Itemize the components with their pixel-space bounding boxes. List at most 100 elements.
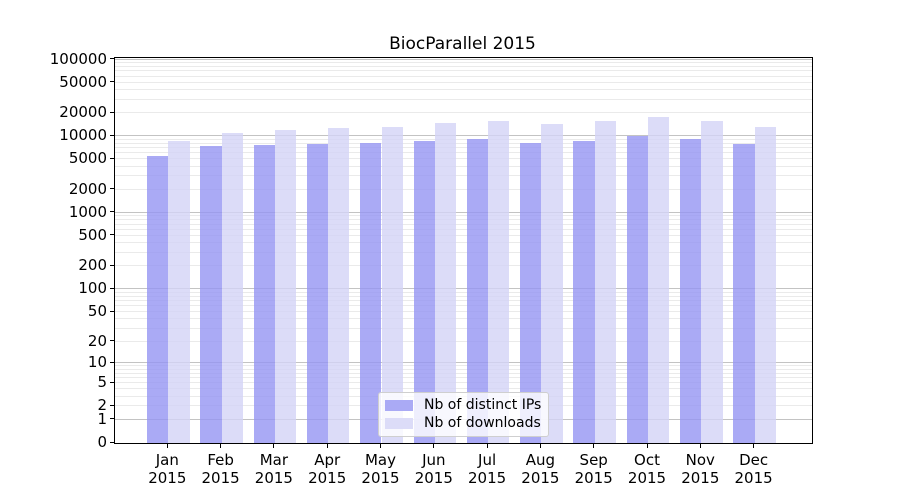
x-tick-mark (539, 443, 541, 448)
gridline (115, 365, 812, 367)
x-tick-label: Dec 2015 (719, 451, 789, 487)
legend-swatch-distinct-ips (385, 400, 413, 411)
x-tick-label: Aug 2015 (505, 451, 575, 487)
bar-nb-of-distinct-ips-mar (253, 145, 275, 443)
bar-nb-of-distinct-ips-dec (733, 144, 755, 443)
y-tick-mark (110, 381, 114, 383)
gridline (115, 311, 812, 312)
x-tick-year: 2015 (734, 469, 773, 487)
x-tick-year: 2015 (148, 469, 187, 487)
gridline (115, 165, 812, 167)
gridline (115, 377, 812, 379)
x-tick-mark (433, 443, 435, 448)
gridline (115, 251, 812, 253)
x-tick-label: Apr 2015 (292, 451, 362, 487)
x-tick-year: 2015 (201, 469, 240, 487)
y-tick-label: 50 (87, 302, 107, 320)
x-tick-mark (593, 443, 595, 448)
bar-nb-of-downloads-oct (648, 117, 670, 443)
gridline (115, 215, 812, 217)
y-tick-label: 50000 (59, 72, 107, 91)
x-tick-year: 2015 (681, 469, 720, 487)
legend-item-downloads: Nb of downloads (385, 415, 542, 432)
x-tick-month: Nov (685, 451, 715, 469)
gridline (115, 223, 812, 225)
gridline (115, 138, 812, 140)
x-tick-month: Apr (314, 451, 341, 469)
x-tick-month: Jul (478, 451, 497, 469)
gridline (115, 147, 812, 149)
legend-swatch-downloads (385, 418, 413, 429)
x-tick-year: 2015 (414, 469, 453, 487)
gridline (115, 188, 812, 190)
gridline (115, 362, 812, 364)
x-tick-label: Jan 2015 (132, 451, 202, 487)
gridline (115, 318, 812, 320)
y-tick-label: 2000 (68, 179, 107, 198)
gridline (115, 327, 812, 329)
x-tick-mark (273, 443, 275, 448)
x-tick-month: Dec (739, 451, 769, 469)
bar-nb-of-downloads-feb (221, 132, 243, 443)
gridline (115, 265, 812, 267)
gridline (115, 75, 812, 77)
y-tick-label: 1 (97, 409, 107, 428)
gridline (115, 340, 812, 342)
y-tick-mark (110, 211, 114, 213)
y-tick-label: 100000 (49, 49, 107, 68)
bar-nb-of-downloads-jan (168, 140, 190, 443)
y-tick-mark (110, 58, 114, 59)
x-tick-month: Mar (259, 451, 289, 469)
gridline (115, 300, 812, 301)
bar-nb-of-distinct-ips-apr (306, 144, 329, 443)
x-tick-label: Sep 2015 (559, 451, 629, 487)
x-tick-year: 2015 (627, 469, 667, 487)
x-tick-label: Jun 2015 (399, 451, 469, 487)
legend-label-distinct-ips: Nb of distinct IPs (424, 397, 542, 413)
gridline (115, 211, 812, 213)
bar-nb-of-downloads-aug (541, 123, 563, 443)
gridline (115, 295, 812, 297)
y-tick-mark (110, 264, 114, 266)
x-tick-year: 2015 (254, 469, 293, 487)
y-tick-label: 100 (78, 279, 107, 298)
x-tick-year: 2015 (521, 469, 560, 487)
gridline (115, 368, 812, 370)
x-tick-year: 2015 (574, 469, 613, 487)
gridline (115, 288, 812, 290)
y-tick-mark (110, 340, 114, 342)
bar-nb-of-downloads-jul (488, 121, 510, 443)
plot-area: Nb of distinct IPs Nb of downloads (114, 57, 813, 444)
bar-nb-of-distinct-ips-jul (466, 139, 489, 443)
gridline (115, 382, 812, 384)
y-tick-mark (110, 134, 114, 136)
gridline (115, 372, 812, 374)
gridline (115, 58, 812, 60)
gridline (115, 234, 812, 236)
x-tick-month: Jan (155, 451, 179, 469)
y-tick-mark (110, 441, 114, 443)
gridline (115, 228, 812, 230)
y-tick-mark (110, 234, 114, 236)
gridline (115, 112, 812, 114)
x-tick-year: 2015 (361, 469, 400, 487)
bar-nb-of-distinct-ips-jan (147, 155, 169, 443)
bar-nb-of-distinct-ips-aug (520, 143, 542, 443)
x-tick-label: Oct 2015 (612, 451, 682, 487)
gridline (115, 135, 812, 137)
y-tick-label: 500 (78, 225, 107, 244)
x-tick-mark (699, 443, 701, 448)
bar-nb-of-downloads-apr (328, 127, 350, 443)
y-tick-mark (110, 310, 114, 312)
bar-nb-of-distinct-ips-oct (626, 135, 648, 443)
bar-nb-of-distinct-ips-may (360, 143, 382, 443)
x-tick-mark (486, 443, 488, 448)
y-tick-mark (110, 111, 114, 113)
bar-nb-of-downloads-sep (594, 121, 616, 443)
x-tick-mark (326, 443, 328, 448)
gridline (115, 305, 812, 307)
x-tick-month: Jun (422, 451, 446, 469)
legend-item-distinct-ips: Nb of distinct IPs (385, 397, 542, 414)
y-tick-label: 2 (97, 396, 107, 415)
